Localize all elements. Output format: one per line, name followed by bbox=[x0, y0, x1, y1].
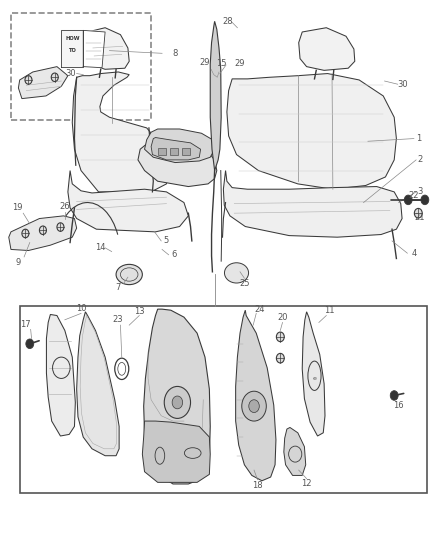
Polygon shape bbox=[138, 138, 217, 187]
Text: 9: 9 bbox=[16, 258, 21, 266]
Polygon shape bbox=[299, 28, 355, 70]
Text: 3: 3 bbox=[418, 188, 423, 196]
Circle shape bbox=[276, 332, 284, 342]
Circle shape bbox=[249, 400, 259, 413]
Polygon shape bbox=[83, 30, 105, 68]
Circle shape bbox=[390, 391, 398, 400]
Circle shape bbox=[172, 396, 183, 409]
Bar bbox=[20, 306, 427, 493]
Polygon shape bbox=[302, 312, 325, 436]
Bar bbox=[158, 148, 166, 155]
Text: 8: 8 bbox=[173, 49, 178, 58]
Polygon shape bbox=[77, 312, 119, 456]
Text: 12: 12 bbox=[301, 480, 312, 488]
Text: 29: 29 bbox=[235, 60, 245, 68]
Text: 11: 11 bbox=[324, 306, 335, 314]
Polygon shape bbox=[9, 216, 77, 251]
Text: 26: 26 bbox=[60, 203, 70, 211]
Circle shape bbox=[39, 226, 46, 235]
Polygon shape bbox=[72, 72, 169, 192]
Bar bbox=[170, 148, 178, 155]
Bar bbox=[11, 13, 151, 120]
Circle shape bbox=[242, 391, 266, 421]
Polygon shape bbox=[145, 129, 215, 163]
Polygon shape bbox=[236, 310, 276, 481]
Polygon shape bbox=[227, 74, 396, 189]
Polygon shape bbox=[210, 21, 221, 171]
Text: 13: 13 bbox=[134, 308, 145, 316]
Text: 19: 19 bbox=[12, 204, 23, 212]
Circle shape bbox=[164, 386, 191, 418]
Circle shape bbox=[51, 73, 58, 82]
Text: e: e bbox=[313, 376, 316, 381]
Polygon shape bbox=[151, 138, 201, 160]
Text: 30: 30 bbox=[66, 69, 76, 78]
Text: 29: 29 bbox=[200, 59, 210, 67]
Text: 7: 7 bbox=[116, 284, 121, 292]
Text: 17: 17 bbox=[20, 320, 31, 328]
Circle shape bbox=[414, 208, 422, 218]
Polygon shape bbox=[142, 421, 210, 482]
Text: 6: 6 bbox=[172, 251, 177, 259]
Polygon shape bbox=[61, 30, 83, 67]
Circle shape bbox=[26, 339, 34, 349]
Polygon shape bbox=[144, 309, 210, 484]
Circle shape bbox=[276, 353, 284, 363]
Text: 22: 22 bbox=[409, 191, 419, 200]
Polygon shape bbox=[68, 171, 188, 232]
Ellipse shape bbox=[116, 264, 142, 285]
Text: 20: 20 bbox=[277, 313, 288, 321]
Text: HOW: HOW bbox=[65, 36, 80, 41]
Text: 10: 10 bbox=[76, 304, 86, 312]
Text: 15: 15 bbox=[216, 60, 226, 68]
Polygon shape bbox=[284, 427, 306, 475]
Text: 23: 23 bbox=[112, 316, 123, 324]
Text: 2: 2 bbox=[418, 156, 423, 164]
Circle shape bbox=[421, 195, 429, 205]
Text: 21: 21 bbox=[414, 213, 425, 222]
Bar bbox=[182, 148, 190, 155]
Circle shape bbox=[25, 76, 32, 84]
Text: 24: 24 bbox=[254, 305, 265, 313]
Text: 1: 1 bbox=[416, 134, 421, 143]
Circle shape bbox=[57, 223, 64, 231]
Polygon shape bbox=[46, 314, 75, 436]
Text: 18: 18 bbox=[252, 481, 263, 489]
Text: 4: 4 bbox=[411, 249, 417, 257]
Text: 14: 14 bbox=[95, 244, 105, 252]
Text: 28: 28 bbox=[223, 17, 233, 26]
Text: 30: 30 bbox=[398, 80, 408, 88]
Polygon shape bbox=[18, 67, 68, 99]
Circle shape bbox=[404, 195, 412, 205]
Text: 25: 25 bbox=[239, 279, 250, 288]
Text: TO: TO bbox=[68, 47, 76, 53]
Circle shape bbox=[22, 229, 29, 238]
Text: 16: 16 bbox=[393, 401, 404, 409]
Ellipse shape bbox=[225, 263, 249, 283]
Polygon shape bbox=[86, 28, 129, 69]
Text: 5: 5 bbox=[164, 237, 169, 245]
Polygon shape bbox=[223, 171, 402, 237]
